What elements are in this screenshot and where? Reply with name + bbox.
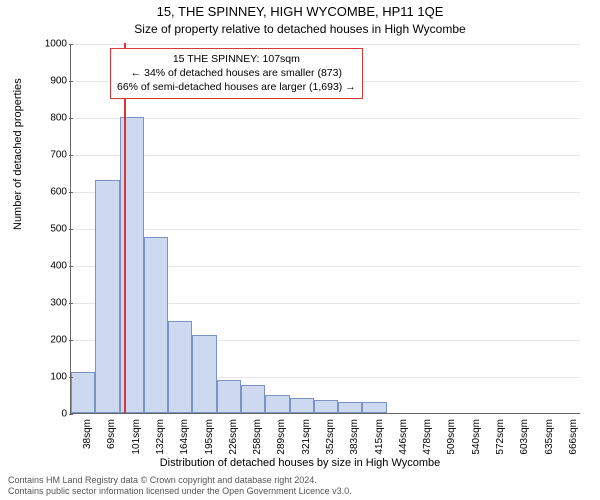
y-tick-mark (69, 44, 73, 45)
histogram-bar (168, 321, 192, 414)
histogram-bar (192, 335, 216, 413)
x-tick-label: 164sqm (179, 419, 190, 459)
histogram-bar (362, 402, 386, 413)
y-tick-mark (69, 229, 73, 230)
gridline (71, 118, 580, 119)
x-tick-label: 289sqm (276, 419, 287, 459)
footer-line-1: Contains HM Land Registry data © Crown c… (8, 475, 352, 486)
y-tick-mark (69, 340, 73, 341)
y-tick-mark (69, 81, 73, 82)
plot-area (70, 44, 580, 414)
x-tick-label: 132sqm (155, 419, 166, 459)
y-tick-label: 0 (27, 409, 67, 420)
y-tick-mark (69, 266, 73, 267)
histogram-bar (241, 385, 265, 413)
x-tick-label: 509sqm (446, 419, 457, 459)
y-tick-label: 500 (27, 224, 67, 235)
x-tick-label: 258sqm (252, 419, 263, 459)
histogram-bar (314, 400, 338, 413)
gridline (71, 192, 580, 193)
x-tick-label: 226sqm (228, 419, 239, 459)
x-tick-label: 352sqm (325, 419, 336, 459)
title-sub: Size of property relative to detached ho… (0, 22, 600, 36)
x-tick-label: 415sqm (374, 419, 385, 459)
chart-container: 15, THE SPINNEY, HIGH WYCOMBE, HP11 1QE … (0, 0, 600, 500)
y-tick-label: 600 (27, 187, 67, 198)
x-tick-label: 321sqm (301, 419, 312, 459)
x-tick-label: 38sqm (82, 419, 93, 459)
x-tick-label: 478sqm (422, 419, 433, 459)
y-tick-mark (69, 414, 73, 415)
annotation-box: 15 THE SPINNEY: 107sqm← 34% of detached … (110, 48, 363, 99)
y-tick-label: 100 (27, 372, 67, 383)
x-tick-label: 603sqm (519, 419, 530, 459)
title-main: 15, THE SPINNEY, HIGH WYCOMBE, HP11 1QE (0, 4, 600, 19)
y-tick-label: 700 (27, 150, 67, 161)
y-tick-mark (69, 377, 73, 378)
x-tick-label: 195sqm (204, 419, 215, 459)
y-tick-label: 200 (27, 335, 67, 346)
annotation-line: ← 34% of detached houses are smaller (87… (117, 66, 356, 80)
x-tick-label: 383sqm (349, 419, 360, 459)
x-tick-label: 635sqm (544, 419, 555, 459)
histogram-bar (290, 398, 314, 413)
x-tick-label: 540sqm (471, 419, 482, 459)
gridline (71, 229, 580, 230)
gridline (71, 44, 580, 45)
x-tick-label: 572sqm (495, 419, 506, 459)
footer-line-2: Contains public sector information licen… (8, 486, 352, 497)
gridline (71, 155, 580, 156)
x-tick-label: 666sqm (568, 419, 579, 459)
y-tick-mark (69, 118, 73, 119)
y-tick-label: 300 (27, 298, 67, 309)
histogram-bar (265, 395, 289, 414)
x-tick-label: 101sqm (131, 419, 142, 459)
y-tick-label: 800 (27, 113, 67, 124)
y-tick-mark (69, 155, 73, 156)
y-tick-label: 1000 (27, 39, 67, 50)
y-tick-label: 400 (27, 261, 67, 272)
footer-attribution: Contains HM Land Registry data © Crown c… (8, 475, 352, 497)
histogram-bar (95, 180, 119, 413)
histogram-bar (217, 380, 241, 413)
annotation-line: 66% of semi-detached houses are larger (… (117, 80, 356, 94)
y-tick-mark (69, 192, 73, 193)
y-tick-mark (69, 303, 73, 304)
histogram-bar (120, 117, 144, 413)
x-tick-label: 69sqm (106, 419, 117, 459)
y-axis-label: Number of detached properties (12, 78, 24, 230)
histogram-bar (71, 372, 95, 413)
x-tick-label: 446sqm (398, 419, 409, 459)
annotation-line: 15 THE SPINNEY: 107sqm (117, 52, 356, 66)
histogram-bar (338, 402, 362, 413)
histogram-bar (144, 237, 168, 413)
y-tick-label: 900 (27, 76, 67, 87)
